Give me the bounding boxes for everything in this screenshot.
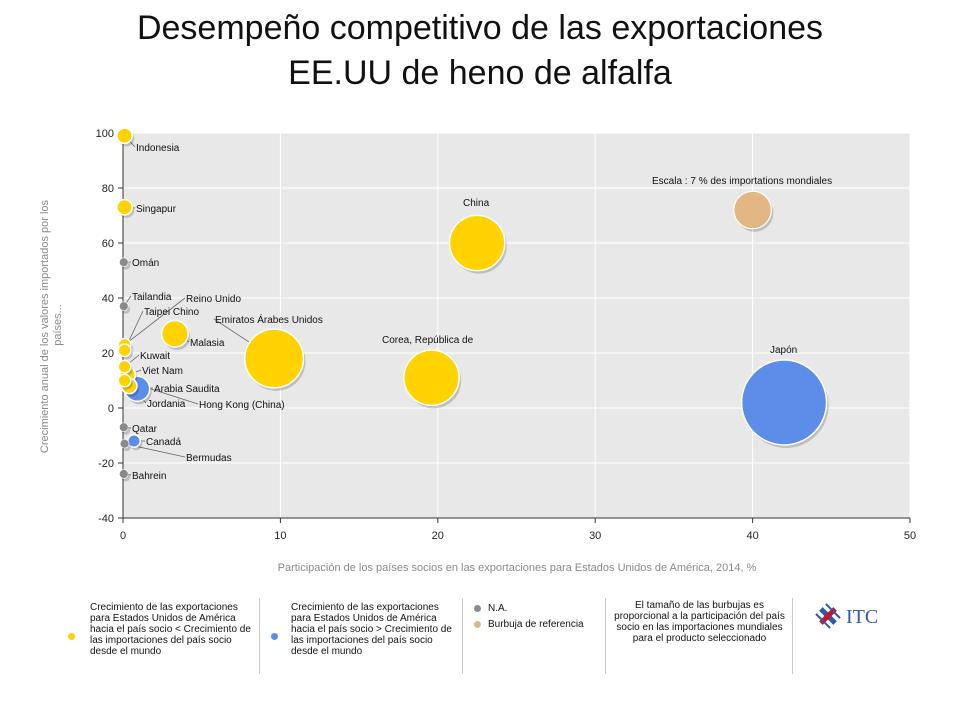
plot-area — [123, 133, 910, 518]
reference-bubble — [733, 190, 772, 230]
y-tick-label: -20 — [98, 458, 114, 470]
x-tick-label: 10 — [274, 530, 286, 542]
point-label: Bermudas — [186, 453, 232, 464]
legend-dot-tan — [474, 621, 481, 628]
y-tick-label: 60 — [102, 238, 114, 250]
point-label: Singapur — [136, 204, 177, 215]
y-axis-label-line-2: países... — [52, 304, 64, 346]
bubble — [243, 328, 305, 389]
legend-text-yellow: Crecimiento de las exportaciones para Es… — [90, 602, 251, 657]
point-label: Hong Kong (China) — [199, 400, 285, 411]
y-tick-label: 80 — [102, 183, 114, 195]
legend-text-size-note: El tamaño de las burbujas es proporciona… — [614, 600, 785, 644]
y-tick-label: 40 — [102, 293, 114, 305]
point-label: Indonesia — [136, 143, 180, 154]
point-label: Taipei Chino — [144, 307, 199, 318]
point-label: Japón — [770, 345, 797, 356]
legend-dot-gray — [474, 605, 481, 612]
legend-item-yellow: Crecimiento de las exportaciones para Es… — [62, 596, 257, 678]
y-tick-label: 100 — [96, 128, 114, 140]
bubble — [119, 439, 130, 449]
x-tick-label: 40 — [746, 530, 758, 542]
legend: Crecimiento de las exportaciones para Es… — [62, 596, 912, 678]
y-tick-label: 0 — [108, 403, 114, 415]
slide-title-line-2: EE.UU de heno de alfalfa — [288, 54, 672, 92]
point-label: Bahrein — [132, 471, 166, 482]
legend-text-blue: Crecimiento de las exportaciones para Es… — [291, 602, 452, 657]
point-label: Malasia — [190, 338, 225, 349]
x-axis-label: Participación de los países socios en la… — [278, 562, 757, 574]
point-label: Omán — [132, 258, 159, 269]
point-label: China — [463, 198, 490, 209]
bubbles — [116, 127, 829, 482]
bubble — [117, 373, 132, 388]
bubble — [448, 214, 506, 272]
legend-text-reference: Burbuja de referencia — [488, 619, 584, 630]
bubble — [740, 359, 828, 446]
itc-logo-mark: ITC — [815, 603, 878, 629]
bubble — [403, 349, 460, 407]
legend-divider — [792, 598, 793, 674]
slide-title: Desempeño competitivo de las exportacion… — [0, 6, 960, 96]
legend-text-na: N.A. — [488, 603, 508, 614]
bubble — [117, 343, 132, 358]
point-labels: Indonesia Singapur Omán Tailandia Reino Unid… — [132, 143, 797, 482]
point-label: Reino Unido — [186, 294, 241, 305]
point-label: Tailandia — [132, 292, 172, 303]
bubble — [116, 127, 133, 145]
point-label: Jordania — [147, 399, 186, 410]
legend-dot-blue — [271, 633, 278, 640]
itc-logo: ITC — [814, 598, 904, 638]
grid-lines — [122, 132, 911, 519]
y-tick-label: -40 — [98, 513, 114, 525]
x-tick-label: 0 — [120, 530, 126, 542]
bubble — [117, 359, 132, 374]
bubble — [119, 257, 129, 267]
point-label: Corea, República de — [382, 335, 474, 346]
bubble-chart: -40 -20 0 20 40 60 80 100 0 10 20 30 40 50 Indonesia S… — [39, 127, 916, 574]
legend-item-reference: N.A. Burbuja de referencia — [470, 596, 600, 678]
legend-item-blue: Crecimiento de las exportaciones para Es… — [267, 596, 457, 678]
itc-logo-text: ITC — [846, 606, 878, 628]
axes: -40 -20 0 20 40 60 80 100 0 10 20 30 40 50 — [96, 128, 916, 542]
bubble — [160, 319, 189, 348]
x-tick-label: 30 — [589, 530, 601, 542]
scale-note: Escala : 7 % des importations mondiales — [652, 176, 832, 187]
legend-divider — [605, 598, 606, 674]
point-label: Canadá — [146, 437, 181, 448]
y-tick-label: 20 — [102, 348, 114, 360]
bubble — [119, 422, 129, 432]
point-label: Emiratos Árabes Unidos — [215, 313, 323, 326]
slide-title-line-1: Desempeño competitivo de las exportacion… — [136, 9, 824, 47]
legend-dot-yellow — [68, 633, 75, 640]
leader-line — [124, 297, 186, 346]
y-axis-label-line-1: Crecimiento anual de los valores importa… — [39, 199, 51, 453]
x-tick-label: 50 — [904, 530, 916, 542]
legend-divider — [259, 598, 260, 674]
point-label: Kuwait — [140, 351, 170, 362]
bubble — [119, 301, 129, 311]
legend-divider — [462, 598, 463, 674]
y-axis-label: Crecimiento anual de los valores importa… — [39, 197, 64, 453]
point-label: Arabia Saudita — [154, 384, 220, 395]
bubble — [116, 198, 133, 216]
bubble — [119, 469, 129, 479]
point-label: Qatar — [132, 424, 158, 435]
x-tick-label: 20 — [432, 530, 444, 542]
point-label: Viet Nam — [142, 366, 183, 377]
legend-item-size-note: El tamaño de las burbujas es proporciona… — [612, 596, 787, 678]
